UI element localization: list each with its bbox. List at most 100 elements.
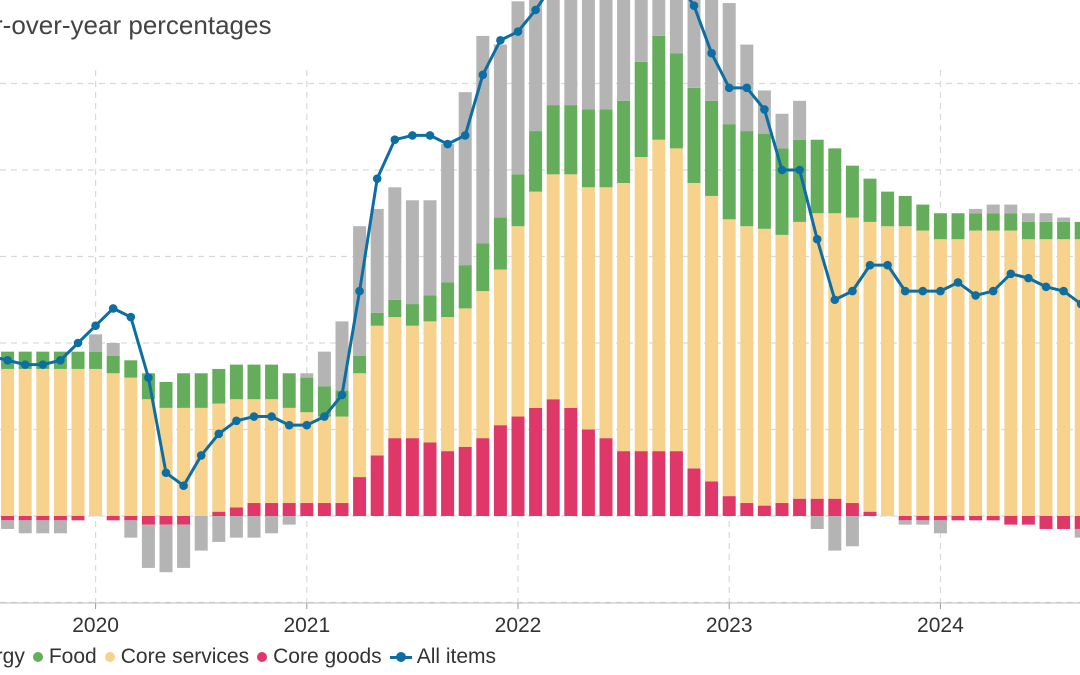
bar-core-services <box>581 187 595 430</box>
bar-core-services <box>881 226 895 516</box>
bar-food <box>757 133 771 229</box>
bar-energy <box>159 524 173 573</box>
bars <box>1 0 1080 573</box>
bar-core-services <box>18 368 32 516</box>
bar-energy <box>317 351 331 387</box>
bar-food <box>793 139 807 222</box>
bar-core-goods <box>933 516 947 521</box>
x-tick-label: 2020 <box>72 614 119 637</box>
bar-core-services <box>599 187 613 439</box>
x-tick-label: 2023 <box>706 614 753 637</box>
bar-energy <box>177 524 191 568</box>
bar-core-services <box>775 234 789 504</box>
bar-energy <box>599 0 613 110</box>
bar-energy <box>370 208 384 313</box>
point-all-items <box>953 278 963 287</box>
bar-energy <box>335 321 349 391</box>
bar-core-services <box>669 148 683 452</box>
point-all-items <box>848 286 857 296</box>
bar-core-services <box>687 182 701 469</box>
bar-food <box>124 360 138 378</box>
bar-core-goods <box>71 516 85 521</box>
bar-core-services <box>476 291 490 439</box>
bar-food <box>986 213 1000 231</box>
bar-energy <box>793 100 807 140</box>
point-all-items <box>284 420 294 430</box>
bar-core-goods <box>986 516 1000 521</box>
bar-food <box>388 299 402 318</box>
bar-core-goods <box>546 399 560 516</box>
point-all-items <box>425 131 435 140</box>
legend-line-all-items <box>389 651 412 663</box>
bar-energy <box>581 0 595 110</box>
point-all-items <box>320 412 329 421</box>
bar-energy <box>106 343 120 356</box>
bar-food <box>71 351 85 369</box>
bar-core-services <box>282 407 296 504</box>
point-all-items <box>883 260 892 270</box>
bar-energy <box>810 516 824 529</box>
point-all-items <box>1041 282 1051 292</box>
bar-food <box>1021 221 1035 240</box>
point-all-items <box>795 165 804 175</box>
legend-dot-food <box>32 652 43 662</box>
point-all-items <box>531 5 540 15</box>
bar-food <box>405 304 419 326</box>
point-all-items <box>689 1 699 10</box>
legend-label-core-goods: Core goods <box>273 645 382 668</box>
bar-core-services <box>529 191 543 408</box>
bar-food <box>247 364 261 400</box>
point-all-items <box>1024 273 1033 283</box>
bar-food <box>511 174 525 227</box>
bar-core-services <box>1 368 15 516</box>
point-all-items <box>179 481 188 491</box>
point-all-items <box>232 416 241 426</box>
bar-energy <box>212 516 226 542</box>
bar-core-goods <box>687 468 701 516</box>
bar-energy <box>18 520 32 534</box>
bar-core-goods <box>599 438 613 516</box>
bar-core-services <box>617 182 631 452</box>
bar-core-goods <box>1 516 15 521</box>
bar-food <box>634 61 648 158</box>
point-all-items <box>936 286 945 296</box>
bar-energy <box>388 187 402 300</box>
bar-food <box>599 109 613 188</box>
bar-food <box>581 109 595 188</box>
bar-food <box>722 124 736 220</box>
point-all-items <box>3 356 12 365</box>
bar-food <box>441 282 455 318</box>
bar-core-services <box>933 239 947 516</box>
bar-core-services <box>757 228 771 506</box>
bar-energy <box>1 520 15 529</box>
bar-core-goods <box>370 455 384 516</box>
point-all-items <box>267 412 276 421</box>
legend-dot-core-services <box>104 652 115 662</box>
bar-core-goods <box>229 507 243 516</box>
line-all-items <box>0 0 1080 488</box>
bar-food <box>863 178 877 222</box>
legend-label-food: Food <box>48 645 97 668</box>
bar-energy <box>546 0 560 106</box>
bar-food <box>933 213 947 240</box>
point-all-items <box>249 412 259 421</box>
bar-food <box>564 105 578 175</box>
bar-core-goods <box>969 516 983 521</box>
bar-energy <box>722 3 736 125</box>
legend-item-core-goods: Core goods <box>257 645 382 669</box>
bar-food <box>951 213 965 240</box>
bar-core-goods <box>335 503 349 516</box>
bar-energy <box>441 144 455 283</box>
bar-food <box>89 351 103 369</box>
bar-energy <box>669 0 683 54</box>
point-all-items <box>1059 286 1068 296</box>
bar-core-goods <box>669 451 683 516</box>
bar-core-goods <box>265 503 279 516</box>
bar-core-services <box>388 317 402 439</box>
bar-core-goods <box>1004 516 1018 525</box>
bar-core-services <box>265 399 279 504</box>
legend-item-energy: ergy <box>0 645 25 669</box>
bar-core-services <box>863 221 877 512</box>
bar-energy <box>652 0 666 36</box>
x-tick-label: 2021 <box>283 614 330 637</box>
